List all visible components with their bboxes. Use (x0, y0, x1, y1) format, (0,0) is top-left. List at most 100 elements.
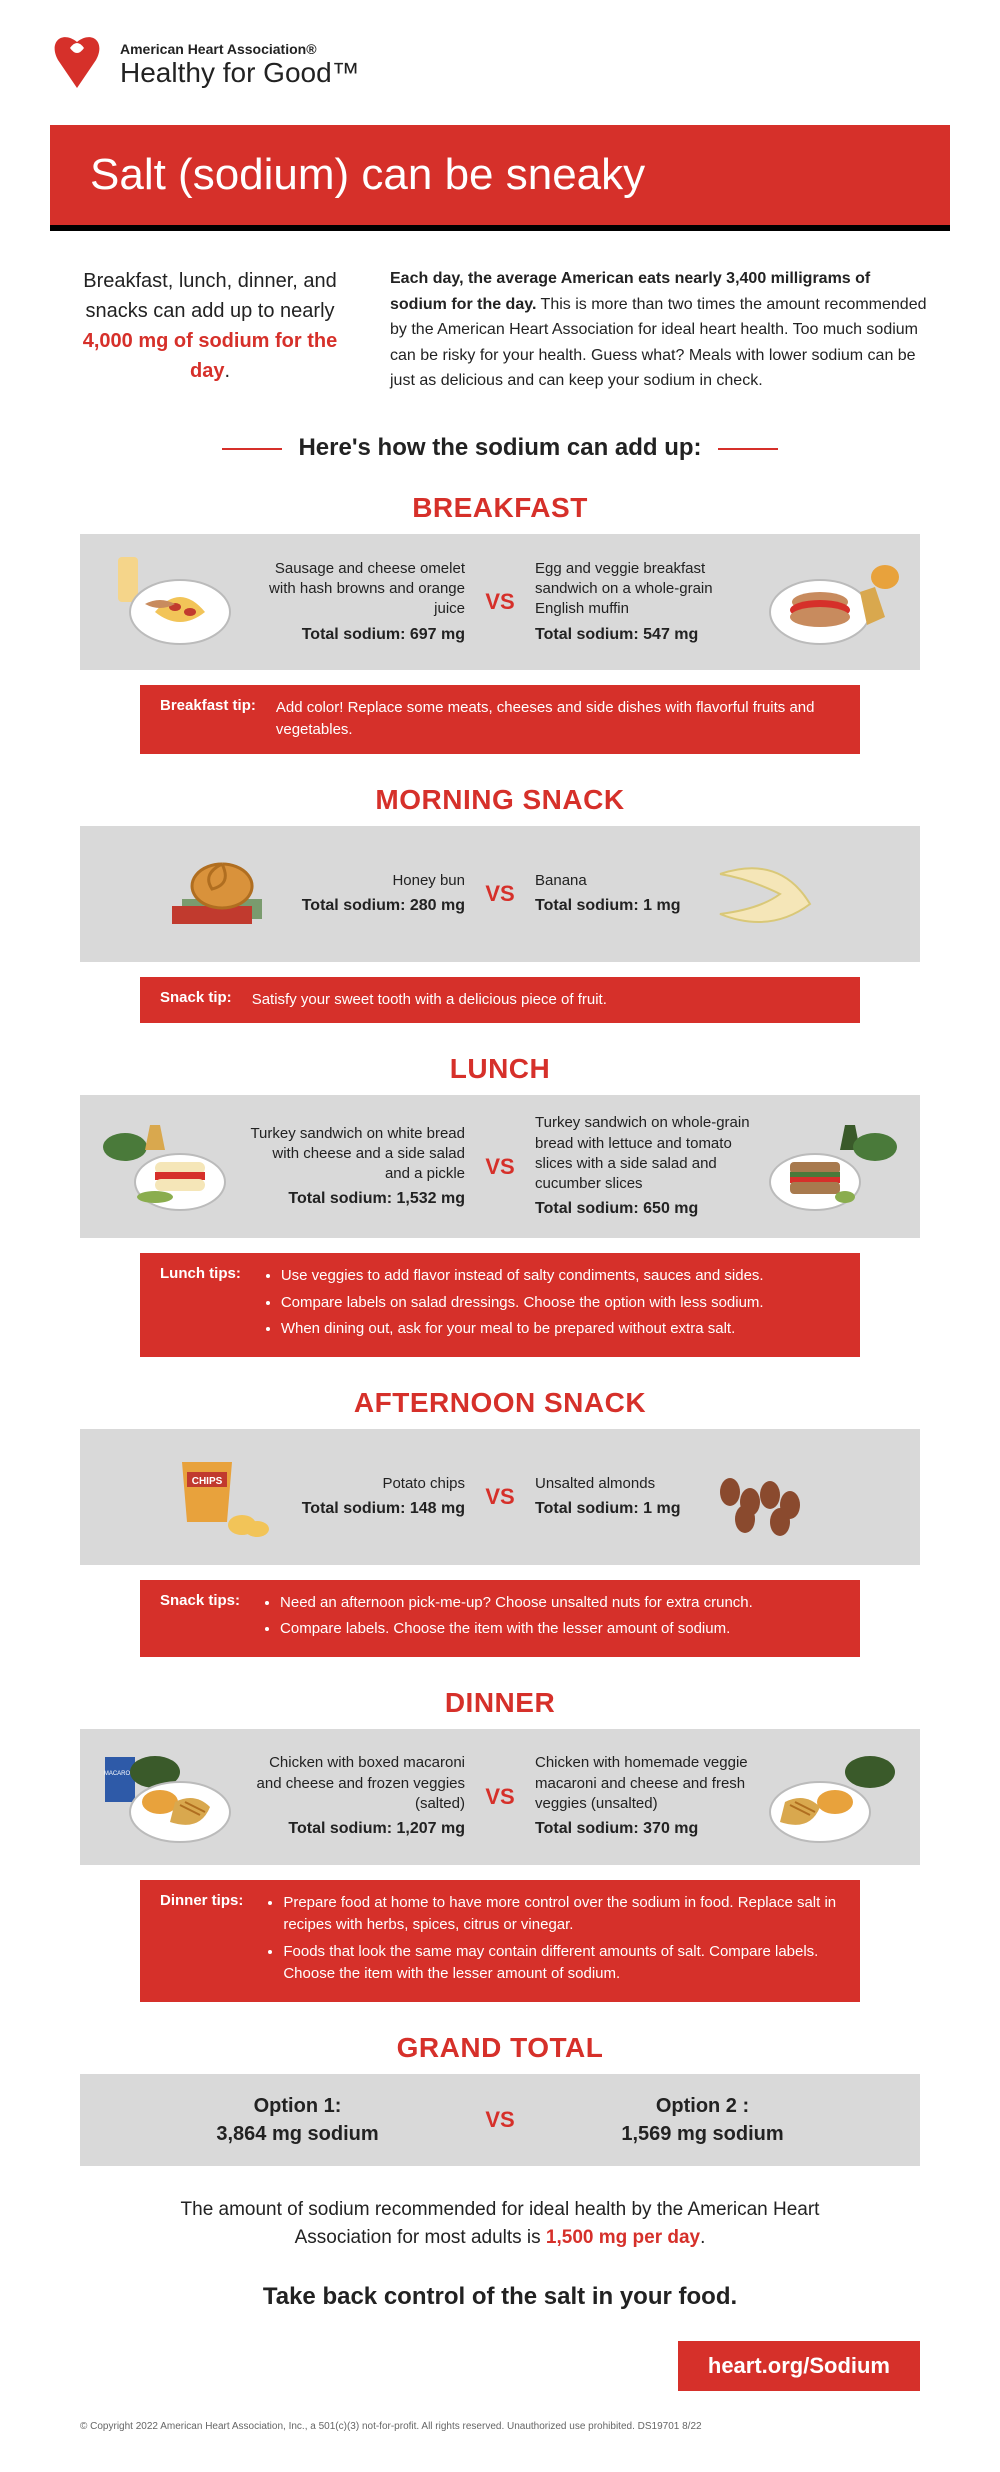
dinner-left-desc: Chicken with boxed macaroni and cheese a… (250, 1753, 465, 1814)
copyright: © Copyright 2022 American Heart Associat… (50, 2411, 950, 2452)
breakfast-tip-body: Add color! Replace some meats, cheeses a… (276, 697, 840, 742)
lunch-tip-bar: Lunch tips: Use veggies to add flavor in… (140, 1253, 860, 1357)
page: American Heart Association® Healthy for … (0, 0, 1000, 2472)
grand-total-left: Option 1: 3,864 mg sodium (120, 2092, 475, 2148)
morning-snack-tip-bar: Snack tip: Satisfy your sweet tooth with… (140, 977, 860, 1024)
dinner-left: MACARONI Chicken with boxed macaroni and… (100, 1747, 465, 1847)
afternoon-snack-left-desc: Potato chips (302, 1474, 465, 1494)
chicken-mac-icon: MACARONI (100, 1747, 240, 1847)
aha-heart-icon (50, 30, 105, 100)
lunch-tip-body: Use veggies to add flavor instead of sal… (261, 1265, 840, 1345)
afternoon-snack-right: Unsalted almonds Total sodium: 1 mg (535, 1447, 900, 1547)
closing-pre: The amount of sodium recommended for ide… (181, 2199, 820, 2249)
afternoon-snack-right-text: Unsalted almonds Total sodium: 1 mg (535, 1474, 680, 1520)
omelet-plate-icon (100, 552, 240, 652)
intro-left: Breakfast, lunch, dinner, and snacks can… (70, 266, 350, 394)
lunch-right-text: Turkey sandwich on whole-grain bread wit… (535, 1113, 750, 1220)
dinner-right-text: Chicken with homemade veggie macaroni an… (535, 1753, 750, 1839)
grand-total-title: GRAND TOTAL (80, 2032, 920, 2064)
logo-big-text: Healthy for Good™ (120, 57, 360, 89)
dinner-left-sodium: Total sodium: 1,207 mg (250, 1818, 465, 1840)
lunch-left-sodium: Total sodium: 1,532 mg (250, 1188, 465, 1210)
breakfast-title: BREAKFAST (80, 492, 920, 524)
lunch-row: Turkey sandwich on white bread with chee… (80, 1095, 920, 1238)
dinner-tip-item: Foods that look the same may contain dif… (283, 1941, 840, 1986)
closing-highlight: 1,500 mg per day (546, 2227, 700, 2248)
morning-snack-title: MORNING SNACK (80, 784, 920, 816)
afternoon-snack-right-desc: Unsalted almonds (535, 1474, 680, 1494)
title-bar: Salt (sodium) can be sneaky (50, 125, 950, 231)
grand-total-block: GRAND TOTAL Option 1: 3,864 mg sodium VS… (50, 2032, 950, 2166)
dash-icon (222, 448, 282, 450)
closing-post: . (700, 2227, 705, 2248)
morning-snack-right-desc: Banana (535, 871, 680, 891)
logo-text: American Heart Association® Healthy for … (120, 41, 360, 89)
lunch-right: Turkey sandwich on whole-grain bread wit… (535, 1113, 900, 1220)
breakfast-left-desc: Sausage and cheese omelet with hash brow… (250, 559, 465, 620)
lunch-left-text: Turkey sandwich on white bread with chee… (250, 1124, 465, 1210)
breakfast-block: BREAKFAST Sausage and cheese omelet with… (50, 492, 950, 754)
grand-left-label: Option 1: (120, 2092, 475, 2120)
afternoon-snack-left-sodium: Total sodium: 148 mg (302, 1498, 465, 1520)
afternoon-snack-left: CHIPS Potato chips Total sodium: 148 mg (100, 1447, 465, 1547)
url-box: heart.org/Sodium (678, 2341, 920, 2391)
dinner-right-sodium: Total sodium: 370 mg (535, 1818, 750, 1840)
morning-snack-row: Honey bun Total sodium: 280 mg VS Banana… (80, 826, 920, 962)
morning-snack-right-sodium: Total sodium: 1 mg (535, 895, 680, 917)
morning-snack-block: MORNING SNACK Honey bun Total sodium: 28… (50, 784, 950, 1024)
vs-label: VS (475, 881, 525, 907)
sandwich-salad2-icon (760, 1117, 900, 1217)
morning-snack-tip-label: Snack tip: (160, 989, 232, 1006)
lunch-right-sodium: Total sodium: 650 mg (535, 1198, 750, 1220)
grand-left-value: 3,864 mg sodium (120, 2120, 475, 2148)
dash-icon (718, 448, 778, 450)
dinner-tip-body: Prepare food at home to have more contro… (263, 1892, 840, 1990)
morning-snack-tip-body: Satisfy your sweet tooth with a deliciou… (252, 989, 840, 1012)
closing-text: The amount of sodium recommended for ide… (130, 2196, 870, 2253)
breakfast-tip-bar: Breakfast tip: Add color! Replace some m… (140, 685, 860, 754)
morning-snack-left-text: Honey bun Total sodium: 280 mg (302, 871, 465, 917)
banana-icon (690, 844, 830, 944)
lunch-tip-list: Use veggies to add flavor instead of sal… (261, 1265, 840, 1341)
breakfast-left-sodium: Total sodium: 697 mg (250, 624, 465, 646)
breakfast-right-desc: Egg and veggie breakfast sandwich on a w… (535, 559, 750, 620)
dinner-tip-label: Dinner tips: (160, 1892, 243, 1909)
lunch-tip-label: Lunch tips: (160, 1265, 241, 1282)
breakfast-left: Sausage and cheese omelet with hash brow… (100, 552, 465, 652)
subhead: Here's how the sodium can add up: (50, 434, 950, 462)
dinner-left-text: Chicken with boxed macaroni and cheese a… (250, 1753, 465, 1839)
dinner-right: Chicken with homemade veggie macaroni an… (535, 1747, 900, 1847)
lunch-title: LUNCH (80, 1053, 920, 1085)
breakfast-tip-label: Breakfast tip: (160, 697, 256, 714)
lunch-left-desc: Turkey sandwich on white bread with chee… (250, 1124, 465, 1185)
breakfast-row: Sausage and cheese omelet with hash brow… (80, 534, 920, 670)
morning-snack-right-text: Banana Total sodium: 1 mg (535, 871, 680, 917)
lunch-tip-item: Use veggies to add flavor instead of sal… (281, 1265, 840, 1288)
intro-left-pre: Breakfast, lunch, dinner, and snacks can… (83, 270, 337, 322)
grand-right-value: 1,569 mg sodium (525, 2120, 880, 2148)
afternoon-snack-tip-item: Compare labels. Choose the item with the… (280, 1618, 840, 1641)
morning-snack-left-desc: Honey bun (302, 871, 465, 891)
lunch-block: LUNCH Turkey sandwich on white bread wit… (50, 1053, 950, 1356)
dinner-tip-item: Prepare food at home to have more contro… (283, 1892, 840, 1937)
honey-bun-icon (152, 844, 292, 944)
breakfast-right: Egg and veggie breakfast sandwich on a w… (535, 552, 900, 652)
breakfast-left-text: Sausage and cheese omelet with hash brow… (250, 559, 465, 645)
intro-right: Each day, the average American eats near… (390, 266, 930, 394)
afternoon-snack-left-text: Potato chips Total sodium: 148 mg (302, 1474, 465, 1520)
breakfast-right-text: Egg and veggie breakfast sandwich on a w… (535, 559, 750, 645)
subhead-text: Here's how the sodium can add up: (298, 434, 701, 461)
lunch-tip-item: When dining out, ask for your meal to be… (281, 1318, 840, 1341)
vs-label: VS (475, 2107, 525, 2133)
afternoon-snack-tip-body: Need an afternoon pick-me-up? Choose uns… (260, 1592, 840, 1645)
lunch-left: Turkey sandwich on white bread with chee… (100, 1117, 465, 1217)
morning-snack-left: Honey bun Total sodium: 280 mg (100, 844, 465, 944)
afternoon-snack-title: AFTERNOON SNACK (80, 1387, 920, 1419)
lunch-tip-item: Compare labels on salad dressings. Choos… (281, 1292, 840, 1315)
afternoon-snack-block: AFTERNOON SNACK CHIPS Potato chips Total… (50, 1387, 950, 1657)
grand-total-row: Option 1: 3,864 mg sodium VS Option 2 : … (80, 2074, 920, 2166)
vs-label: VS (475, 1484, 525, 1510)
sandwich-salad-icon (100, 1117, 240, 1217)
dinner-tip-list: Prepare food at home to have more contro… (263, 1892, 840, 1986)
intro-left-post: . (224, 360, 230, 382)
